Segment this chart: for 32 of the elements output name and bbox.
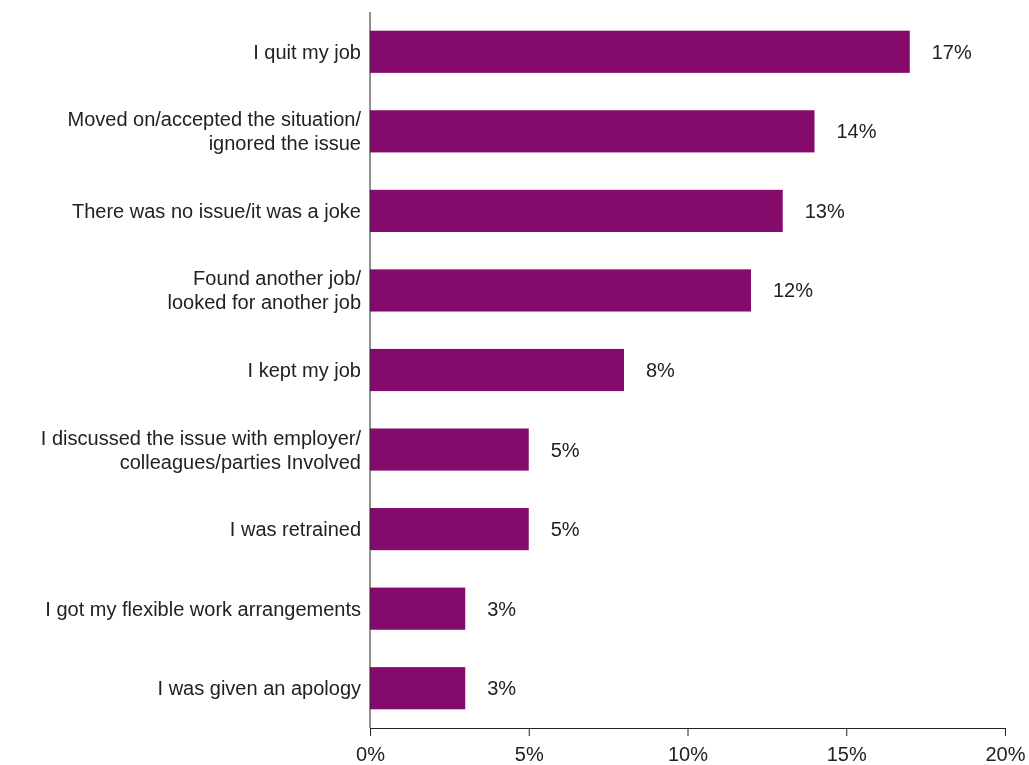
data-label: 3% (487, 677, 517, 700)
y-tick-label: I was given an apology (157, 677, 361, 700)
data-label: 14% (836, 120, 877, 143)
data-label: 12% (773, 279, 814, 302)
bar (370, 508, 529, 551)
y-tick-label: I quit my job (253, 40, 361, 63)
data-label: 8% (646, 359, 676, 381)
data-label: 3% (487, 597, 517, 620)
bar (370, 30, 910, 73)
data-label: 5% (550, 438, 580, 461)
bar (370, 428, 529, 471)
y-tick-label: There was no issue/it was a joke (71, 199, 361, 222)
y-tick-label: I kept my job (247, 359, 361, 381)
y-tick-label: Moved on/accepted the situation/ ignored the issue (67, 108, 362, 155)
bar (370, 269, 751, 312)
x-tick-label: 5% (514, 743, 544, 765)
data-label: 13% (804, 199, 845, 222)
bar (370, 667, 466, 710)
x-tick-label: 10% (667, 743, 709, 765)
y-tick-label: I got my flexible work arrangements (45, 597, 361, 620)
bar (370, 587, 466, 630)
x-tick-label: 0% (356, 743, 386, 765)
x-tick-label: 20% (985, 743, 1026, 765)
y-tick-label: I was retrained (229, 518, 361, 541)
y-tick-label: Found another job/ looked for another job (167, 267, 362, 314)
data-label: 17% (931, 40, 972, 63)
x-tick-label: 15% (826, 743, 867, 765)
bar (370, 189, 783, 232)
y-tick-label: I discussed the issue with employer/ colleagues/parties Involved (40, 426, 362, 473)
data-label: 5% (550, 518, 580, 541)
bar (370, 348, 624, 392)
bar (370, 110, 815, 153)
